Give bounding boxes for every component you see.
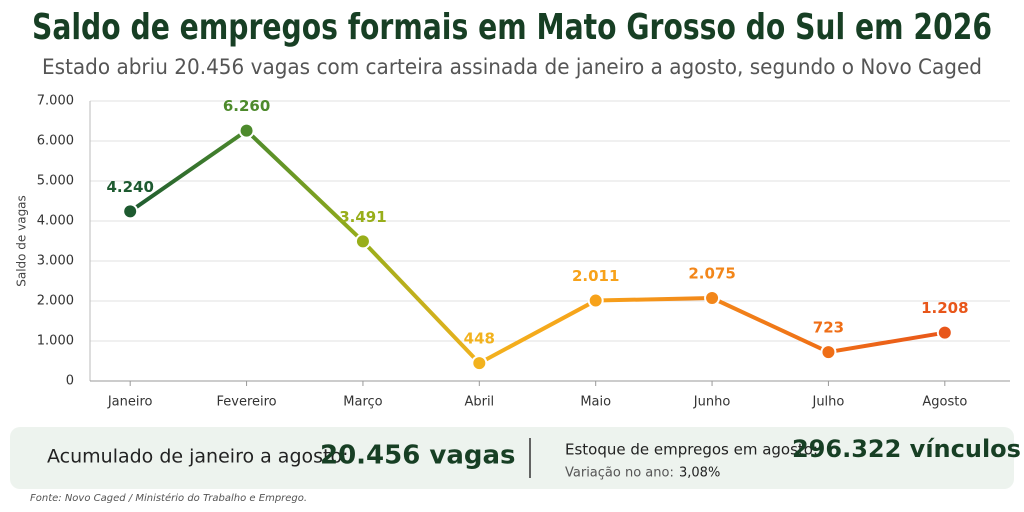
data-label: 2.075 <box>688 265 735 283</box>
data-label: 3.491 <box>339 208 386 226</box>
point <box>820 344 837 361</box>
y-tick-label: 2.000 <box>37 294 74 309</box>
x-tick-label: Janeiro <box>107 395 153 410</box>
y-tick-label: 0 <box>66 374 74 389</box>
y-tick-label: 3.000 <box>37 254 74 269</box>
y-axis-label: Saldo de vagas <box>15 195 29 287</box>
data-label: 2.011 <box>572 267 619 285</box>
y-tick-label: 7.000 <box>37 94 74 109</box>
summary-value: 20.456 vagas <box>320 441 516 471</box>
x-tick-label: Fevereiro <box>216 395 276 410</box>
y-tick-label: 1.000 <box>37 334 74 349</box>
x-tick-label: Abril <box>464 395 494 410</box>
line <box>129 128 946 366</box>
x-tick-label: Maio <box>580 395 611 410</box>
data-label: 4.240 <box>106 178 153 196</box>
point <box>471 355 488 372</box>
point <box>587 292 604 309</box>
data-label: 1.208 <box>921 299 968 317</box>
plot-area: 0 1.000 2.000 3.000 4.000 5.000 6.000 7.000 Jane… <box>37 94 1010 410</box>
x-tick-label: Agosto <box>922 395 967 410</box>
y-tick-label: 6.000 <box>37 134 74 149</box>
summary-label: Estoque de empregos em agosto: <box>565 441 818 459</box>
point <box>122 203 139 220</box>
variation-label: Variação no ano: <box>565 466 674 481</box>
chart-subtitle: Estado abriu 20.456 vagas com carteira a… <box>42 55 982 79</box>
data-label: 6.260 <box>223 97 270 115</box>
x-tick-label: Julho <box>811 395 844 410</box>
x-tick-label: Março <box>343 395 382 410</box>
point <box>354 233 371 250</box>
summary-label: Acumulado de janeiro a agosto: <box>47 446 349 468</box>
data-label: 723 <box>813 319 844 337</box>
chart-title: Saldo de empregos formais em Mato Grosso… <box>32 7 992 48</box>
point <box>238 122 255 139</box>
point <box>704 290 721 306</box>
variation-value: 3,08% <box>679 466 720 481</box>
point <box>936 324 953 341</box>
data-label: 448 <box>464 330 495 348</box>
source: Fonte: Novo Caged / Ministério do Trabal… <box>30 492 307 504</box>
summary-panel <box>10 427 1014 489</box>
summary-value: 296.322 vínculos <box>792 435 1021 463</box>
x-tick-label: Junho <box>693 395 731 410</box>
y-tick-label: 4.000 <box>37 214 74 229</box>
y-tick-label: 5.000 <box>37 174 74 189</box>
